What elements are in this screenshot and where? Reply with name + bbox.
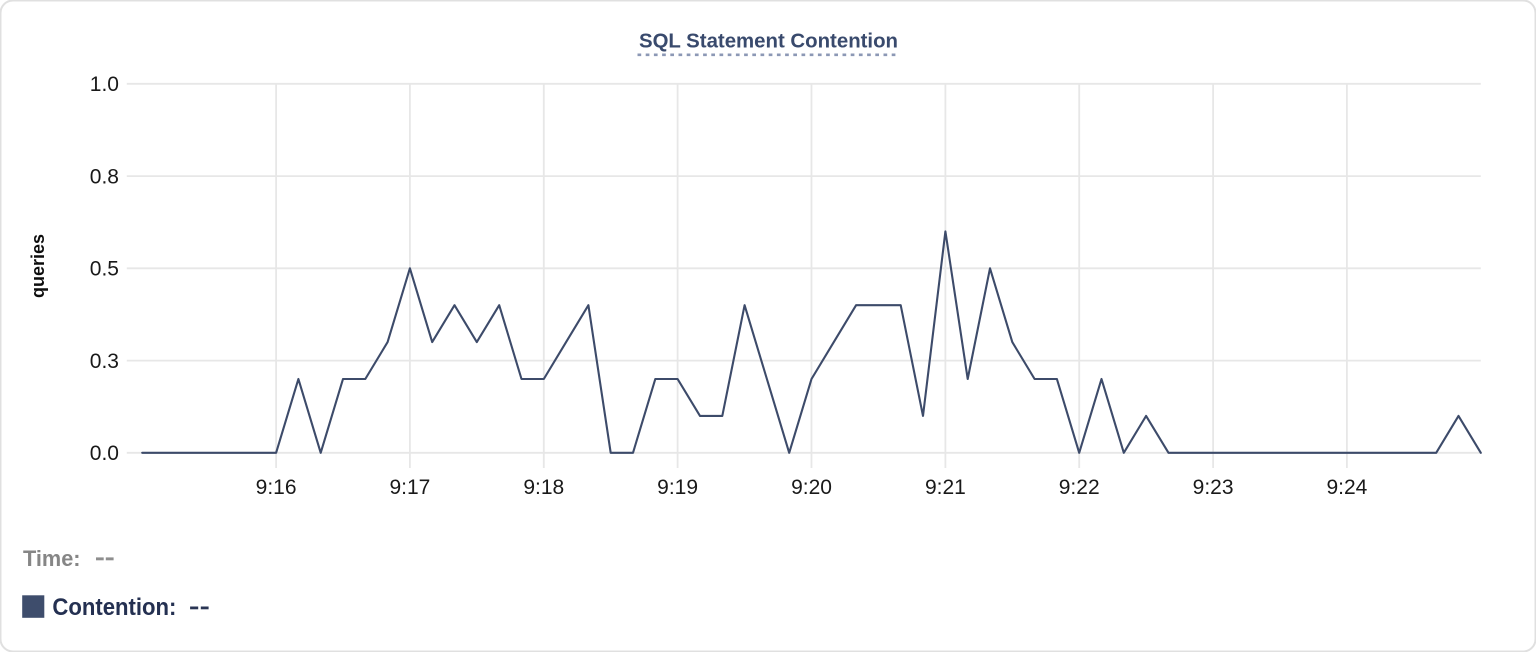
svg-text:Time:: Time:: [23, 546, 81, 571]
svg-text:9:17: 9:17: [389, 476, 430, 499]
svg-text:0.0: 0.0: [90, 442, 119, 465]
svg-text:9:19: 9:19: [657, 476, 698, 499]
svg-text:9:23: 9:23: [1193, 476, 1234, 499]
svg-text:0.3: 0.3: [90, 350, 119, 373]
svg-text:SQL Statement Contention: SQL Statement Contention: [639, 30, 898, 52]
svg-text:9:18: 9:18: [523, 476, 564, 499]
svg-text:9:21: 9:21: [925, 476, 966, 499]
svg-text:9:16: 9:16: [256, 476, 297, 499]
svg-text:9:22: 9:22: [1059, 476, 1100, 499]
svg-text:Contention:: Contention:: [52, 594, 176, 621]
svg-text:9:24: 9:24: [1326, 476, 1367, 499]
svg-text:1.0: 1.0: [90, 73, 119, 96]
svg-text:9:20: 9:20: [791, 476, 832, 499]
svg-text:0.5: 0.5: [90, 258, 119, 281]
svg-text:queries: queries: [28, 234, 48, 298]
svg-text:0.8: 0.8: [90, 165, 119, 188]
